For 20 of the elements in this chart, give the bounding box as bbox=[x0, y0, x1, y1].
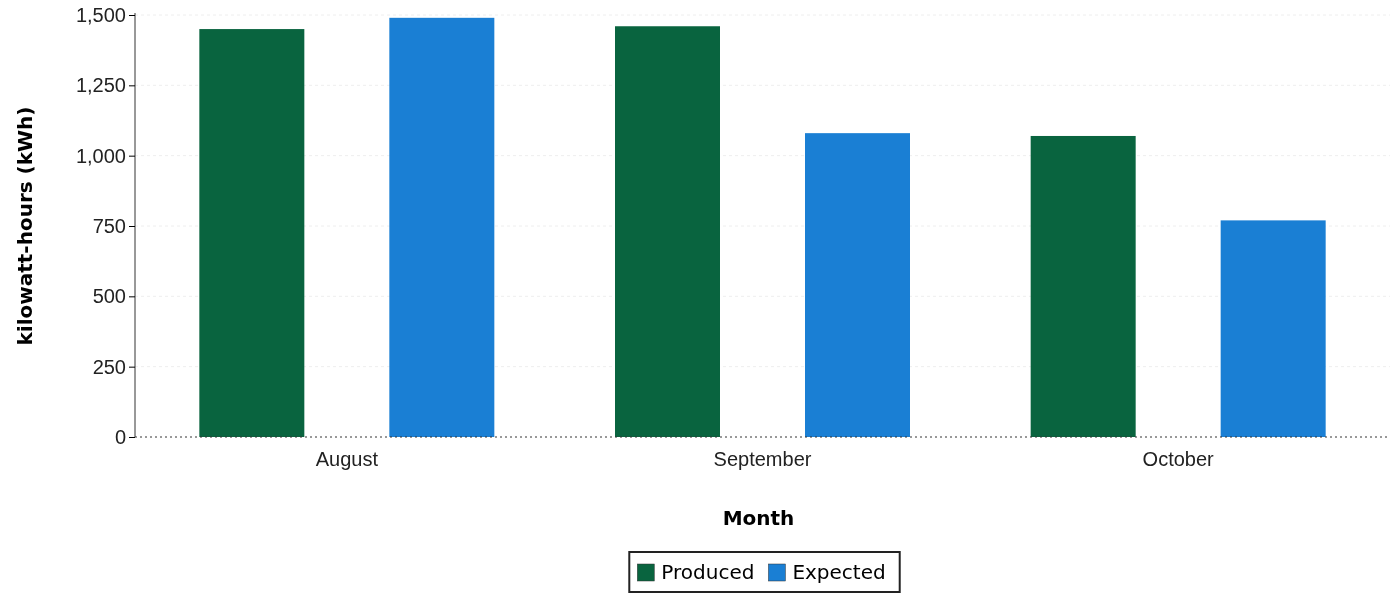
bar bbox=[389, 17, 495, 437]
x-axis-title: Month bbox=[722, 506, 795, 530]
legend-label: Expected bbox=[792, 560, 886, 584]
legend-label: Produced bbox=[661, 560, 755, 584]
x-tick-label: August bbox=[315, 448, 379, 470]
bar bbox=[199, 29, 305, 437]
y-tick-label: 250 bbox=[92, 355, 126, 378]
bar bbox=[1220, 220, 1326, 437]
x-tick-label: September bbox=[713, 448, 812, 470]
bar bbox=[805, 133, 910, 437]
y-tick-label: 1,000 bbox=[75, 144, 126, 167]
y-tick-label: 500 bbox=[92, 285, 126, 308]
y-axis-title: kilowatt-hours (kWh) bbox=[13, 106, 37, 346]
y-tick-label: 1,250 bbox=[75, 74, 126, 97]
y-tick-label: 1,500 bbox=[75, 3, 126, 26]
y-tick-label: 0 bbox=[114, 425, 126, 448]
bar bbox=[615, 26, 720, 437]
y-tick-label: 750 bbox=[92, 214, 126, 237]
bar bbox=[1030, 135, 1136, 437]
x-tick-label: October bbox=[1142, 448, 1215, 470]
